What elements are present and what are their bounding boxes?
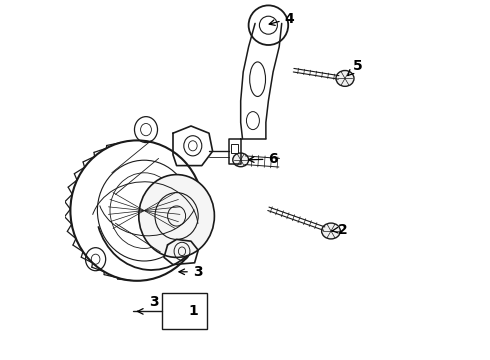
Text: 5: 5: [348, 59, 363, 76]
Text: 2: 2: [332, 223, 347, 237]
Ellipse shape: [336, 71, 354, 86]
Ellipse shape: [321, 223, 341, 239]
Text: 3: 3: [179, 265, 202, 279]
Bar: [162, 293, 207, 329]
Text: 1: 1: [189, 305, 198, 318]
Ellipse shape: [139, 175, 215, 257]
Text: 6: 6: [248, 152, 278, 166]
Text: 3: 3: [149, 296, 159, 309]
Ellipse shape: [233, 153, 248, 167]
Bar: [231, 144, 238, 153]
Text: 4: 4: [269, 12, 294, 26]
